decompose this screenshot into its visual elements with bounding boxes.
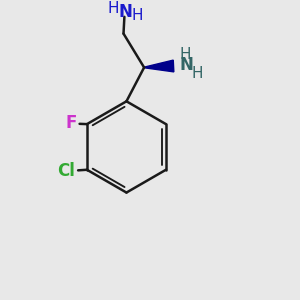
Text: Cl: Cl [57, 162, 75, 180]
Text: N: N [180, 56, 194, 74]
Text: H: H [191, 66, 203, 81]
Text: F: F [65, 114, 76, 132]
Polygon shape [144, 60, 174, 72]
Text: H: H [131, 8, 142, 22]
Text: H: H [180, 47, 191, 62]
Text: H: H [107, 1, 119, 16]
Text: N: N [118, 2, 133, 20]
